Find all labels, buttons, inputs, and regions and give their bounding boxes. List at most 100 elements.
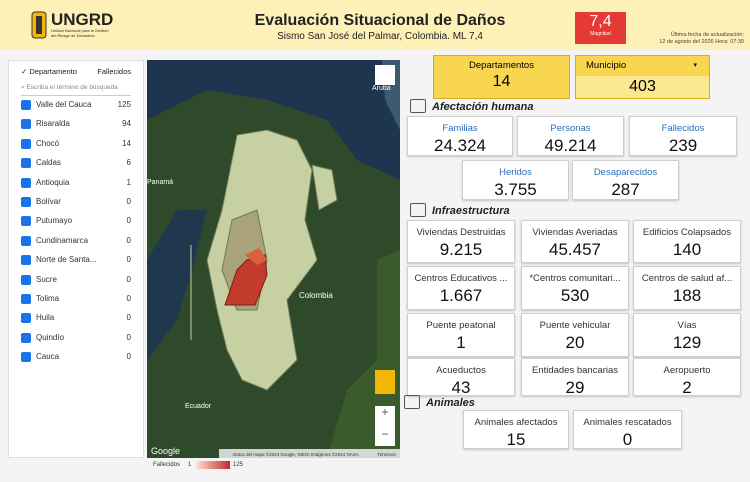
row-value: 0 xyxy=(126,197,131,206)
fullscreen-button[interactable] xyxy=(375,65,395,85)
map-label: Panamá xyxy=(147,179,173,186)
card-value: 14 xyxy=(492,73,511,90)
filter-row: Risaralda 94 xyxy=(21,119,131,135)
row-value: 0 xyxy=(126,332,131,342)
card-value: 43 xyxy=(451,378,471,397)
filter-row: Cauca 0 xyxy=(21,352,131,368)
row-name: Norte de Santa... xyxy=(36,255,97,265)
update-label: Última fecha de actualización: xyxy=(670,32,744,38)
checkbox[interactable] xyxy=(21,352,31,363)
checkbox[interactable] xyxy=(21,119,31,130)
row-value: 1 xyxy=(126,177,131,187)
zoom-in[interactable]: + xyxy=(381,405,388,419)
card-label: Acueductos xyxy=(436,365,486,376)
checkbox[interactable] xyxy=(21,177,31,188)
kpi-card: Animales afectados 15 xyxy=(463,410,569,449)
terms[interactable]: Términos xyxy=(377,452,397,457)
checkbox[interactable] xyxy=(21,294,31,304)
legend-max: 125 xyxy=(233,462,244,468)
attribution: Datos del mapa ©2024 Google, INEGI Imáge… xyxy=(233,451,359,457)
ocean xyxy=(147,210,207,360)
municipio-dropdown[interactable]: Municipio ▾ xyxy=(576,56,709,76)
valle-region xyxy=(224,254,268,306)
row-name: Valle del Cauca xyxy=(36,100,92,110)
checkbox[interactable] xyxy=(21,332,31,343)
checkbox[interactable] xyxy=(21,197,31,207)
magnitude: 7,4 xyxy=(589,13,612,30)
filter-row: Valle del Cauca 125 xyxy=(21,100,131,116)
card-value: 239 xyxy=(668,136,698,155)
card-value: 129 xyxy=(672,333,702,352)
zoom-out[interactable]: − xyxy=(381,427,388,441)
card-value: 1.667 xyxy=(439,286,483,305)
kpi-card: Edificios Colapsados 140 xyxy=(633,220,741,263)
update-info: Última fecha de actualización: 12 de ago… xyxy=(659,32,744,46)
card-label: Puente vehicular xyxy=(539,320,611,331)
map-label: Ecuador xyxy=(185,403,212,410)
section-title: Afectación humana xyxy=(432,101,534,113)
map-label: Aruba xyxy=(372,85,391,92)
filter-row: Huila 0 xyxy=(21,313,131,329)
kpi-card: Puente peatonal 1 xyxy=(407,313,515,357)
checkbox[interactable] xyxy=(21,158,31,169)
logo-text: UNGRD xyxy=(51,10,114,29)
filter-row: Sucre 0 xyxy=(21,274,131,291)
magnitude-label: Magnitud xyxy=(590,31,611,37)
zoom-controls[interactable] xyxy=(375,406,395,446)
checkbox[interactable] xyxy=(21,255,31,266)
card-label: Viviendas Destruidas xyxy=(416,227,506,238)
kpi-card: Aeropuerto 2 xyxy=(633,358,741,397)
pegman[interactable] xyxy=(375,370,395,394)
checkbox[interactable] xyxy=(21,313,31,324)
map: Aruba Panamá Colombia Ecuador + − Google… xyxy=(147,60,400,458)
card-value: 20 xyxy=(565,333,585,352)
logo-subtitle: Unidad Nacional para la Gestión del Ries… xyxy=(51,28,109,38)
kpi-card: *Centros comunitari... 530 xyxy=(521,266,629,310)
map-label: Colombia xyxy=(299,291,333,300)
card-label: Personas xyxy=(550,123,591,134)
kpi-card: Acueductos 43 xyxy=(407,358,515,397)
kpi-card: Desaparecidos 287 xyxy=(572,160,679,200)
checkbox[interactable] xyxy=(21,274,31,285)
card-label: Vías xyxy=(677,320,697,331)
row-name: Tolima xyxy=(36,294,60,304)
section-icon xyxy=(410,99,426,113)
row-value: 125 xyxy=(117,100,131,109)
row-value: 94 xyxy=(122,119,131,129)
filter-header[interactable]: ✓ Departamento xyxy=(21,67,77,76)
row-value: 0 xyxy=(126,216,131,226)
row-value: 0 xyxy=(126,352,131,362)
row-name: Risaralda xyxy=(36,119,70,129)
filter-row: Cundinamarca 0 xyxy=(21,235,131,252)
card-label: Puente peatonal xyxy=(426,320,496,331)
filter-row: Caldas 6 xyxy=(21,158,131,174)
kpi-card: Viviendas Averiadas 45.457 xyxy=(521,220,629,263)
subtitle: Sismo San José del Palmar, Colombia. ML … xyxy=(277,31,483,42)
title: Evaluación Situacional de Daños xyxy=(254,12,506,29)
kpi-card: Centros de salud af... 188 xyxy=(633,266,741,310)
card-label: Centros de salud af... xyxy=(641,273,733,284)
checkbox[interactable] xyxy=(21,138,31,149)
card-label: Familias xyxy=(442,123,478,134)
row-name: Quindío xyxy=(36,332,65,342)
checkbox[interactable] xyxy=(21,216,31,227)
row-name: Bolívar xyxy=(36,197,61,207)
kpi-card: Heridos 3.755 xyxy=(462,160,569,200)
checkbox[interactable] xyxy=(21,100,31,110)
legend-min: 1 xyxy=(188,462,192,468)
card-label: Animales afectados xyxy=(474,417,558,428)
legend-scale xyxy=(196,461,230,469)
logo-icon xyxy=(31,11,47,39)
attribution-bar xyxy=(219,449,400,458)
row-name: Sucre xyxy=(36,274,57,284)
norte-region xyxy=(311,164,338,211)
kpi-card: Centros Educativos ... 1.667 xyxy=(407,266,515,310)
row-name: Chocó xyxy=(36,138,60,148)
checkbox[interactable] xyxy=(21,235,31,246)
filter-panel: ✓ Departamento Fallecidos ⌕ Escriba el t… xyxy=(8,60,144,458)
search-box[interactable]: ⌕ Escriba el término de búsqueda xyxy=(21,81,131,96)
card-value: 29 xyxy=(565,378,585,397)
card-label: Municipio xyxy=(586,60,627,71)
card-value: 0 xyxy=(622,430,633,449)
sea xyxy=(147,60,400,180)
